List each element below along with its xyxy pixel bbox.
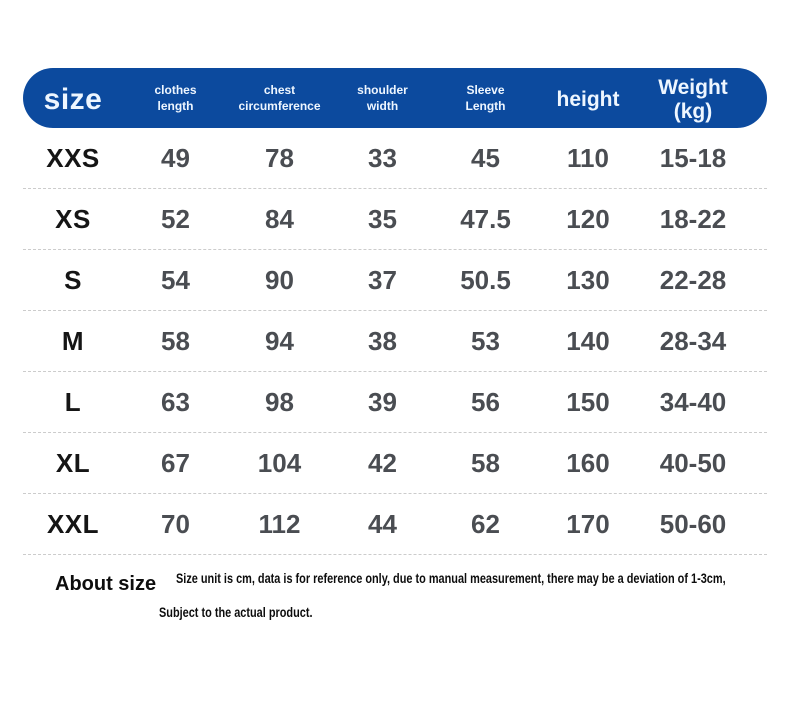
- size-cell: XXS: [46, 142, 100, 173]
- chest-circumference-cell: 90: [265, 264, 294, 295]
- height-cell: 120: [566, 203, 610, 234]
- height-cell: 150: [566, 386, 610, 417]
- weight-cell: 18-22: [659, 203, 727, 234]
- sleeve-length-cell: 56: [471, 386, 500, 417]
- shoulder-width-cell: 35: [368, 203, 397, 234]
- shoulder-width-cell: 33: [368, 142, 397, 173]
- sleeve-length-cell: 58: [471, 447, 500, 478]
- chest-circumference-cell: 98: [265, 386, 294, 417]
- weight-cell: 40-50: [659, 447, 727, 478]
- header-sleeve-length: Sleeve Length: [434, 82, 537, 114]
- header-size: size: [43, 83, 103, 116]
- shoulder-width-cell: 42: [368, 447, 397, 478]
- size-cell: XL: [55, 447, 91, 478]
- clothes-length-cell: 58: [161, 325, 190, 356]
- size-chart-page: size clothes length chest circumference …: [0, 68, 790, 709]
- footnote-line1: Size unit is cm, data is for reference o…: [176, 570, 726, 586]
- height-cell: 130: [566, 264, 610, 295]
- weight-cell: 15-18: [659, 142, 727, 173]
- footnote-line2: Subject to the actual product.: [159, 604, 313, 620]
- size-cell: XS: [55, 203, 91, 234]
- header-chest-circumference-line2: circumference: [238, 99, 321, 113]
- clothes-length-cell: 54: [161, 264, 190, 295]
- sleeve-length-cell: 50.5: [460, 264, 511, 295]
- shoulder-width-cell: 37: [368, 264, 397, 295]
- clothes-length-cell: 70: [161, 508, 190, 539]
- header-clothes-length-line2: length: [157, 99, 194, 113]
- header-sleeve-length-line2: Length: [465, 99, 506, 113]
- table-body: XXS 49 78 33 45 110 15-18 XS 52 84 35 47…: [23, 128, 767, 555]
- table-row: M 58 94 38 53 140 28-34: [23, 311, 767, 372]
- sleeve-length-cell: 62: [471, 508, 500, 539]
- header-sleeve-length-line1: Sleeve: [466, 82, 505, 97]
- sleeve-length-cell: 47.5: [460, 203, 511, 234]
- size-cell: XXL: [46, 508, 100, 539]
- header-shoulder-width-line2: width: [366, 99, 399, 113]
- footnote-title: About size: [55, 573, 157, 595]
- weight-cell: 22-28: [659, 264, 727, 295]
- size-cell: L: [64, 386, 82, 417]
- weight-cell: 50-60: [659, 508, 727, 539]
- weight-cell: 34-40: [659, 386, 727, 417]
- shoulder-width-cell: 44: [368, 508, 397, 539]
- chest-circumference-cell: 94: [265, 325, 294, 356]
- table-row: XS 52 84 35 47.5 120 18-22: [23, 189, 767, 250]
- size-cell: M: [61, 325, 85, 356]
- shoulder-width-cell: 39: [368, 386, 397, 417]
- footnote-text: Size unit is cm, data is for reference o…: [159, 570, 790, 620]
- table-row: XXS 49 78 33 45 110 15-18: [23, 128, 767, 189]
- table-row: L 63 98 39 56 150 34-40: [23, 372, 767, 433]
- height-cell: 160: [566, 447, 610, 478]
- header-chest-circumference-line1: chest: [263, 82, 296, 97]
- table-header: size clothes length chest circumference …: [23, 68, 767, 128]
- table-row: XL 67 104 42 58 160 40-50: [23, 433, 767, 494]
- weight-cell: 28-34: [659, 325, 727, 356]
- clothes-length-cell: 63: [161, 386, 190, 417]
- shoulder-width-cell: 38: [368, 325, 397, 356]
- height-cell: 140: [566, 325, 610, 356]
- header-weight: Weight (kg): [658, 75, 728, 123]
- chest-circumference-cell: 84: [265, 203, 294, 234]
- clothes-length-cell: 49: [161, 142, 190, 173]
- height-cell: 110: [567, 142, 609, 173]
- clothes-length-cell: 52: [161, 203, 190, 234]
- header-height: height: [556, 87, 620, 111]
- sleeve-length-cell: 53: [471, 325, 500, 356]
- chest-circumference-cell: 78: [265, 142, 294, 173]
- header-clothes-length: clothes length: [123, 82, 228, 114]
- size-cell: S: [64, 264, 82, 295]
- table-row: XXL 70 112 44 62 170 50-60: [23, 494, 767, 555]
- chest-circumference-cell: 112: [258, 508, 301, 539]
- height-cell: 170: [566, 508, 610, 539]
- table-row: S 54 90 37 50.5 130 22-28: [23, 250, 767, 311]
- header-chest-circumference: chest circumference: [228, 82, 331, 114]
- sleeve-length-cell: 45: [471, 142, 500, 173]
- clothes-length-cell: 67: [161, 447, 190, 478]
- header-shoulder-width-line1: shoulder: [357, 82, 408, 97]
- footnote: About size Size unit is cm, data is for …: [55, 570, 760, 620]
- chest-circumference-cell: 104: [257, 447, 302, 478]
- header-shoulder-width: shoulder width: [331, 82, 434, 114]
- header-clothes-length-line1: clothes: [154, 82, 197, 97]
